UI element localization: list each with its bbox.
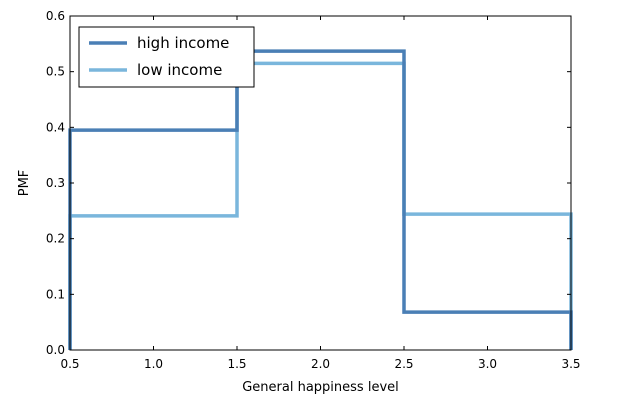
y-tick-label: 0.5: [46, 65, 65, 79]
x-tick-label: 1.0: [144, 357, 163, 371]
x-tick-label: 3.5: [561, 357, 580, 371]
y-tick-label: 0.6: [46, 9, 65, 23]
x-tick-label: 2.5: [394, 357, 413, 371]
y-tick-label: 0.4: [46, 120, 65, 134]
series-layer: [68, 49, 573, 350]
x-tick-label: 2.0: [311, 357, 330, 371]
legend-box: [78, 26, 255, 88]
x-axis-label: General happiness level: [242, 380, 399, 395]
x-tick-label: 1.5: [227, 357, 246, 371]
y-tick-label: 0.0: [46, 343, 65, 357]
series-line-high-income: [68, 49, 573, 350]
x-tick-label: 0.5: [60, 357, 79, 371]
legend-label-low-income: low income: [137, 61, 222, 79]
legend: high income low income: [78, 26, 255, 88]
y-tick-label: 0.2: [46, 232, 65, 246]
y-axis-label: PMF: [17, 170, 32, 197]
x-tick-label: 3.0: [478, 357, 497, 371]
y-tick-label: 0.1: [46, 287, 65, 301]
series-line-low-income: [68, 61, 573, 350]
legend-label-high-income: high income: [137, 34, 229, 52]
ticks-layer: 0.5 1.0 1.5 2.0 2.5 3.0 3.5 0.0 0.1 0.2 0.3 0.4 0.5 0…: [46, 9, 581, 371]
y-tick-label: 0.3: [46, 176, 65, 190]
